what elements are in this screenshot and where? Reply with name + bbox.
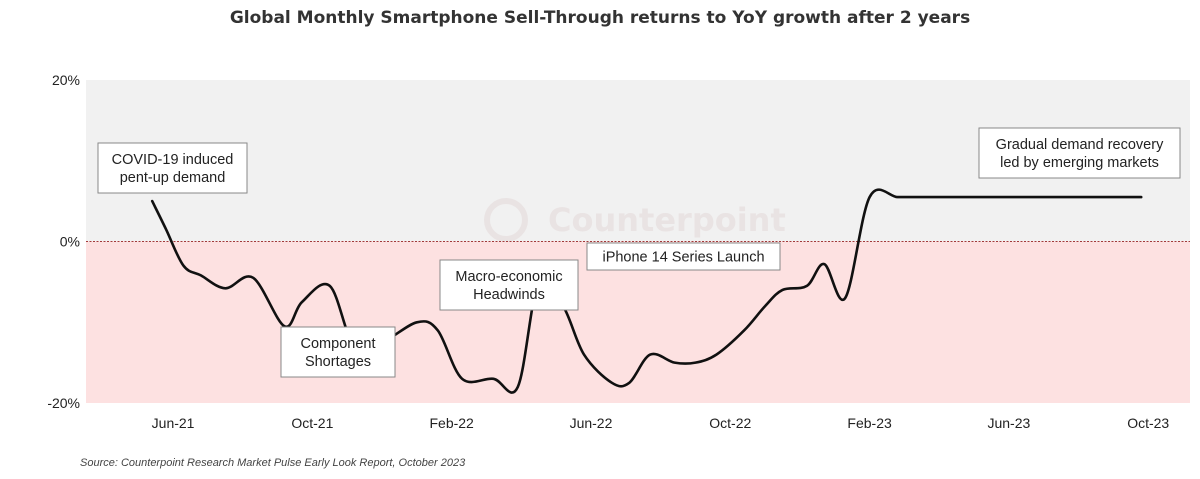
y-tick-label: 0% <box>60 234 80 250</box>
x-tick-label: Jun-21 <box>152 415 195 431</box>
annotation-text: iPhone 14 Series Launch <box>602 250 764 266</box>
x-tick-label: Jun-22 <box>570 415 613 431</box>
annotation-text: pent-up demand <box>120 170 226 186</box>
annotation-text: COVID-19 induced <box>112 152 234 168</box>
watermark: Counterpoint <box>484 198 786 242</box>
annotation-box: Component Shortages <box>280 326 396 378</box>
x-tick-label: Oct-23 <box>1127 415 1169 431</box>
chart-title: Global Monthly Smartphone Sell-Through r… <box>229 8 971 28</box>
source-note: Source: Counterpoint Research Market Pul… <box>80 457 466 469</box>
annotation-box: iPhone 14 Series Launch <box>586 242 781 271</box>
annotation-text: Headwinds <box>473 287 545 303</box>
x-tick-label: Oct-22 <box>709 415 751 431</box>
y-tick-label: -20% <box>47 395 80 411</box>
annotation-box: Gradual demand recovery led by emerging m… <box>978 127 1181 179</box>
annotation-box: COVID-19 induced pent-up demand <box>97 142 248 194</box>
x-tick-label: Feb-22 <box>429 415 474 431</box>
annotation-text: Shortages <box>305 354 371 370</box>
x-tick-label: Oct-21 <box>291 415 333 431</box>
annotation-text: Gradual demand recovery <box>996 137 1164 153</box>
x-tick-label: Feb-23 <box>847 415 892 431</box>
x-tick-label: Jun-23 <box>987 415 1030 431</box>
annotation-box: Macro-economic Headwinds <box>439 259 579 311</box>
annotation-text: Macro-economic <box>455 269 562 285</box>
series-line <box>150 188 1143 394</box>
y-tick-label: 20% <box>52 72 80 88</box>
annotation-text: Component <box>301 336 376 352</box>
watermark-text: Counterpoint <box>548 201 786 239</box>
annotation-text: led by emerging markets <box>1000 155 1159 171</box>
